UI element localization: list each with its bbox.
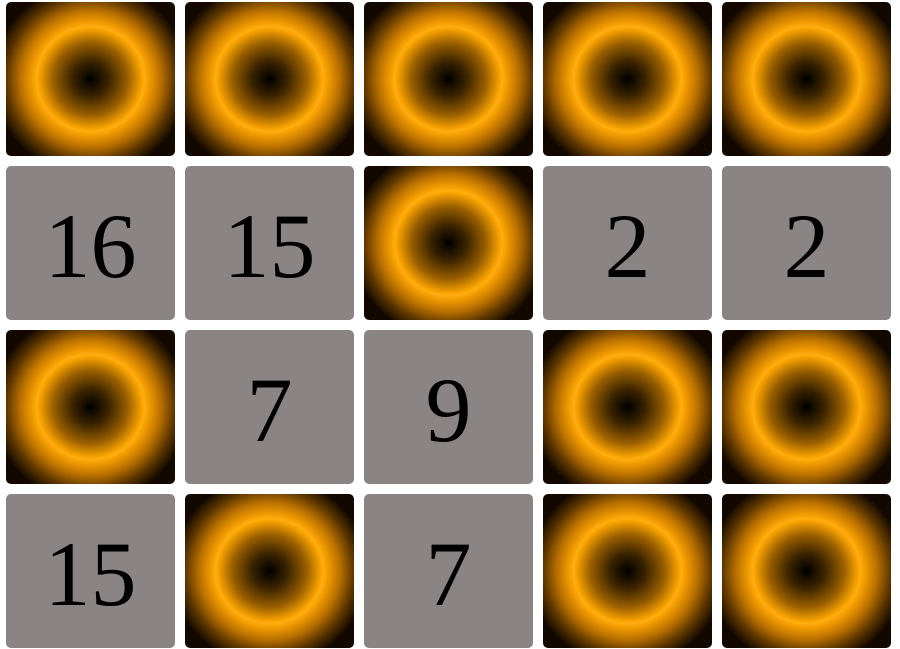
hidden-tile-r1-c2[interactable] <box>185 2 354 156</box>
revealed-tile-r4-c1[interactable]: 15 <box>6 494 175 648</box>
revealed-tile-r3-c2[interactable]: 7 <box>185 330 354 484</box>
hidden-tile-r1-c4[interactable] <box>543 2 712 156</box>
tile-number: 15 <box>44 523 137 625</box>
tile-number: 9 <box>425 359 472 461</box>
hidden-tile-r3-c4[interactable] <box>543 330 712 484</box>
memory-board: 16 15 2 2 7 9 15 7 <box>6 2 891 648</box>
revealed-tile-r2-c5[interactable]: 2 <box>722 166 891 320</box>
hidden-tile-r3-c5[interactable] <box>722 330 891 484</box>
tile-number: 15 <box>223 195 316 297</box>
hidden-tile-r1-c5[interactable] <box>722 2 891 156</box>
hidden-tile-r4-c2[interactable] <box>185 494 354 648</box>
tile-number: 7 <box>246 359 293 461</box>
tile-number: 2 <box>783 195 830 297</box>
revealed-tile-r4-c3[interactable]: 7 <box>364 494 533 648</box>
tile-number: 2 <box>604 195 651 297</box>
hidden-tile-r1-c3[interactable] <box>364 2 533 156</box>
revealed-tile-r2-c1[interactable]: 16 <box>6 166 175 320</box>
hidden-tile-r4-c4[interactable] <box>543 494 712 648</box>
hidden-tile-r3-c1[interactable] <box>6 330 175 484</box>
revealed-tile-r3-c3[interactable]: 9 <box>364 330 533 484</box>
revealed-tile-r2-c2[interactable]: 15 <box>185 166 354 320</box>
tile-number: 7 <box>425 523 472 625</box>
tile-number: 16 <box>44 195 137 297</box>
hidden-tile-r2-c3[interactable] <box>364 166 533 320</box>
hidden-tile-r1-c1[interactable] <box>6 2 175 156</box>
hidden-tile-r4-c5[interactable] <box>722 494 891 648</box>
revealed-tile-r2-c4[interactable]: 2 <box>543 166 712 320</box>
